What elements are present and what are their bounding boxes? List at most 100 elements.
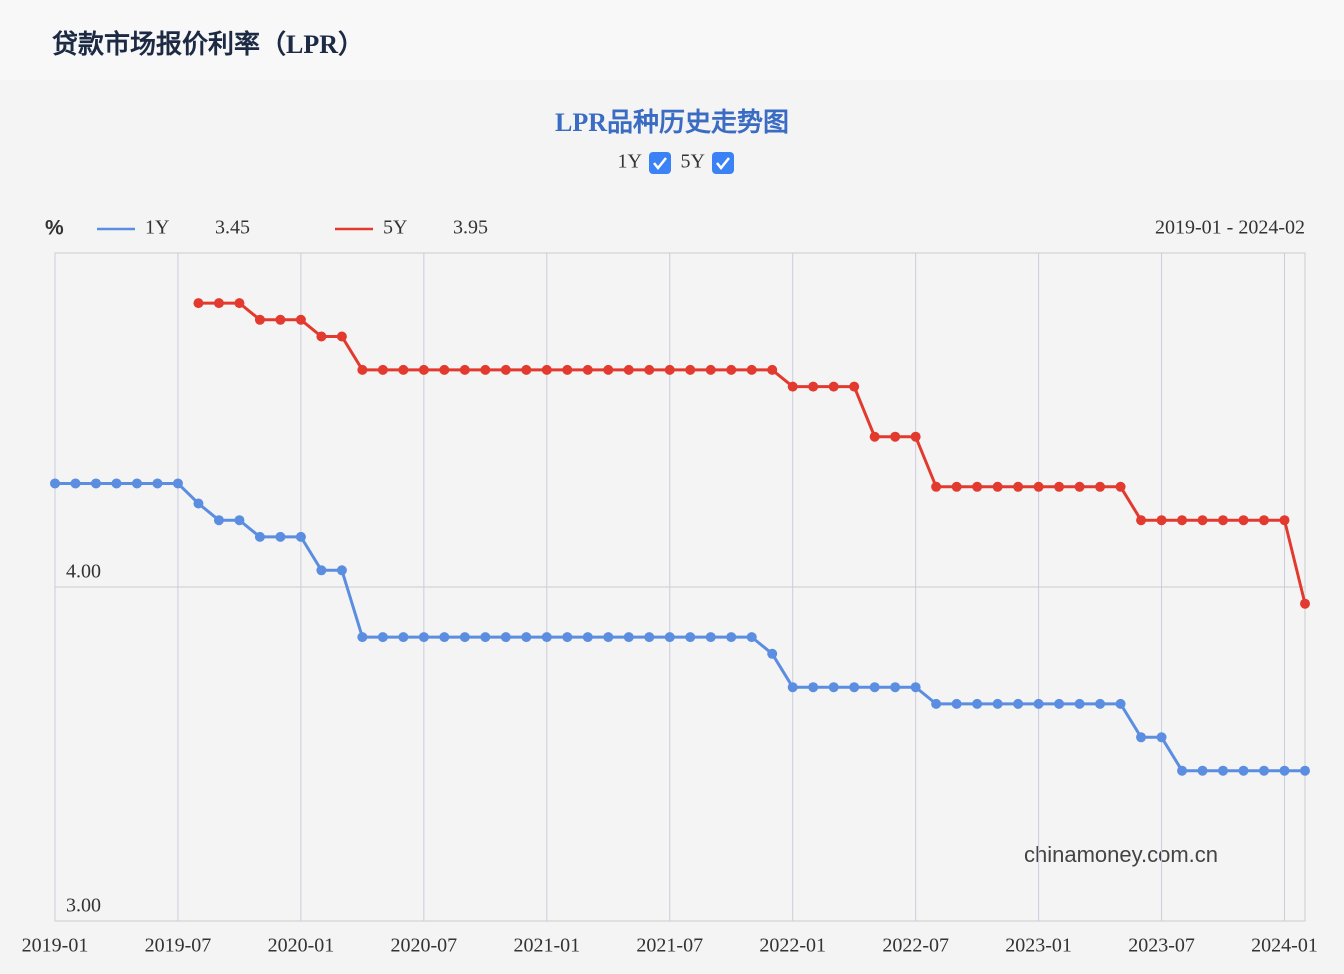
x-tick-label: 2021-01 xyxy=(513,935,580,957)
legend-value: 3.45 xyxy=(215,217,250,239)
point xyxy=(398,364,409,375)
point xyxy=(275,531,286,542)
point xyxy=(336,331,347,342)
point xyxy=(1197,515,1208,526)
chart-title: LPR品种历史走势图 xyxy=(555,108,789,137)
x-tick-label: 2019-07 xyxy=(145,935,212,957)
point xyxy=(705,364,716,375)
point xyxy=(1013,698,1024,709)
point xyxy=(480,632,491,643)
point xyxy=(1177,515,1188,526)
point xyxy=(808,682,819,693)
x-tick-label: 2022-07 xyxy=(882,935,949,957)
point xyxy=(1300,598,1310,609)
point xyxy=(869,682,880,693)
point xyxy=(193,298,204,309)
point xyxy=(254,314,265,325)
point xyxy=(254,531,265,542)
point xyxy=(664,364,675,375)
point xyxy=(1095,481,1106,492)
toggle-label[interactable]: 1Y xyxy=(618,151,642,173)
point xyxy=(377,632,388,643)
point xyxy=(295,314,306,325)
header: 贷款市场报价利率（LPR） xyxy=(0,0,1344,80)
point xyxy=(726,364,737,375)
point xyxy=(644,364,655,375)
checkbox[interactable] xyxy=(712,152,734,174)
x-tick-label: 2020-07 xyxy=(391,935,458,957)
point xyxy=(562,364,573,375)
point xyxy=(1074,698,1085,709)
x-tick-label: 2024-01 xyxy=(1251,935,1318,957)
point xyxy=(828,381,839,392)
point xyxy=(1279,765,1290,776)
point xyxy=(664,632,675,643)
point xyxy=(1136,732,1147,743)
point xyxy=(500,632,511,643)
x-tick-label: 2023-07 xyxy=(1128,935,1195,957)
point xyxy=(459,364,470,375)
checkbox[interactable] xyxy=(649,152,671,174)
point xyxy=(111,478,122,489)
point xyxy=(931,698,942,709)
point xyxy=(890,431,901,442)
point xyxy=(275,314,286,325)
point xyxy=(1033,698,1044,709)
point xyxy=(213,298,224,309)
point xyxy=(869,431,880,442)
point xyxy=(890,682,901,693)
point xyxy=(418,364,429,375)
point xyxy=(623,364,634,375)
point xyxy=(316,565,327,576)
point xyxy=(316,331,327,342)
y-tick-label: 3.00 xyxy=(66,895,101,917)
y-unit: % xyxy=(45,217,64,240)
point xyxy=(746,364,757,375)
point xyxy=(582,364,593,375)
point xyxy=(172,478,183,489)
point xyxy=(1156,732,1167,743)
point xyxy=(972,698,983,709)
point xyxy=(131,478,142,489)
x-tick-label: 2020-01 xyxy=(268,935,335,957)
point xyxy=(459,632,470,643)
point xyxy=(787,682,798,693)
point xyxy=(541,364,552,375)
point xyxy=(1238,765,1249,776)
point xyxy=(1054,698,1065,709)
point xyxy=(746,632,757,643)
point xyxy=(828,682,839,693)
point xyxy=(357,364,368,375)
point xyxy=(1300,765,1310,776)
point xyxy=(910,682,921,693)
point xyxy=(623,632,634,643)
point xyxy=(787,381,798,392)
point xyxy=(951,481,962,492)
point xyxy=(541,632,552,643)
point xyxy=(849,381,860,392)
point xyxy=(1259,515,1270,526)
point xyxy=(1054,481,1065,492)
point xyxy=(521,632,532,643)
point xyxy=(213,515,224,526)
point xyxy=(582,632,593,643)
point xyxy=(418,632,429,643)
point xyxy=(992,698,1003,709)
point xyxy=(1259,765,1270,776)
point xyxy=(439,632,450,643)
point xyxy=(1238,515,1249,526)
point xyxy=(1279,515,1290,526)
point xyxy=(767,648,778,659)
point xyxy=(193,498,204,509)
x-tick-label: 2022-01 xyxy=(759,935,826,957)
point xyxy=(726,632,737,643)
point xyxy=(295,531,306,542)
point xyxy=(70,478,81,489)
toggle-label[interactable]: 5Y xyxy=(681,151,705,173)
x-tick-label: 2019-01 xyxy=(22,935,89,957)
point xyxy=(234,515,245,526)
point xyxy=(500,364,511,375)
point xyxy=(767,364,778,375)
point xyxy=(1218,765,1229,776)
